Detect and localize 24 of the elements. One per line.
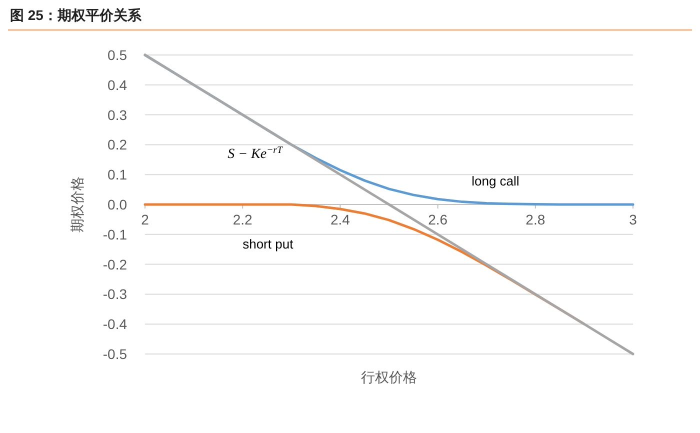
- x-tick-label: 2.6: [428, 212, 448, 228]
- x-tick-label: 2: [141, 212, 150, 228]
- y-tick-label: 0.2: [108, 136, 128, 153]
- y-tick-label: 0.5: [108, 47, 128, 63]
- x-tick-label: 2.4: [330, 212, 350, 228]
- text: short put: [242, 236, 294, 252]
- y-tick-label: 0.3: [108, 106, 128, 123]
- y-tick-label: 0.0: [108, 196, 128, 212]
- y-tick-label: -0.5: [102, 346, 128, 362]
- y-tick-label: -0.3: [102, 286, 128, 302]
- y-tick-label: 0.1: [108, 166, 128, 183]
- y-tick-label: -0.2: [102, 256, 128, 272]
- series-label: long call: [472, 173, 520, 188]
- y-tick-label: 0.4: [108, 76, 128, 93]
- y-axis-title: 期权价格: [69, 176, 85, 232]
- line-series: [144, 54, 634, 356]
- x-tick-label: 2.8: [526, 212, 546, 228]
- x-tick-label: 2.2: [232, 212, 253, 228]
- x-axis-title: 行权价格: [361, 369, 417, 385]
- x-tick-label: 3: [629, 212, 638, 228]
- y-tick-label: -0.1: [102, 226, 128, 242]
- chart-title: 图 25：期权平价关系: [10, 7, 142, 23]
- y-tick-label: -0.4: [102, 316, 128, 332]
- series-label: S − Ke$^{−rT}$: [228, 144, 284, 162]
